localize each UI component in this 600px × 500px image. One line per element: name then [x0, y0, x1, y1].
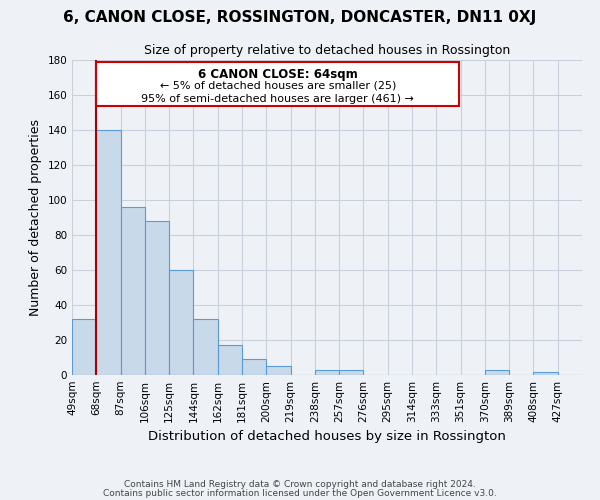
Bar [145, 221, 169, 375]
Bar [533, 372, 558, 375]
Bar [485, 370, 509, 375]
Bar [242, 359, 266, 375]
Bar [121, 207, 145, 375]
Text: 6, CANON CLOSE, ROSSINGTON, DONCASTER, DN11 0XJ: 6, CANON CLOSE, ROSSINGTON, DONCASTER, D… [64, 10, 536, 25]
Text: 6 CANON CLOSE: 64sqm: 6 CANON CLOSE: 64sqm [198, 68, 358, 81]
Bar [266, 366, 290, 375]
Bar [96, 130, 121, 375]
Bar [218, 345, 242, 375]
Text: 95% of semi-detached houses are larger (461) →: 95% of semi-detached houses are larger (… [142, 94, 414, 104]
Bar [315, 370, 339, 375]
Bar [339, 370, 364, 375]
Text: Contains HM Land Registry data © Crown copyright and database right 2024.: Contains HM Land Registry data © Crown c… [124, 480, 476, 489]
Bar [169, 270, 193, 375]
Bar [193, 319, 218, 375]
Bar [72, 319, 96, 375]
Y-axis label: Number of detached properties: Number of detached properties [29, 119, 42, 316]
Bar [96, 62, 459, 106]
Text: ← 5% of detached houses are smaller (25): ← 5% of detached houses are smaller (25) [160, 81, 396, 91]
Title: Size of property relative to detached houses in Rossington: Size of property relative to detached ho… [144, 44, 510, 58]
X-axis label: Distribution of detached houses by size in Rossington: Distribution of detached houses by size … [148, 430, 506, 444]
Text: Contains public sector information licensed under the Open Government Licence v3: Contains public sector information licen… [103, 488, 497, 498]
